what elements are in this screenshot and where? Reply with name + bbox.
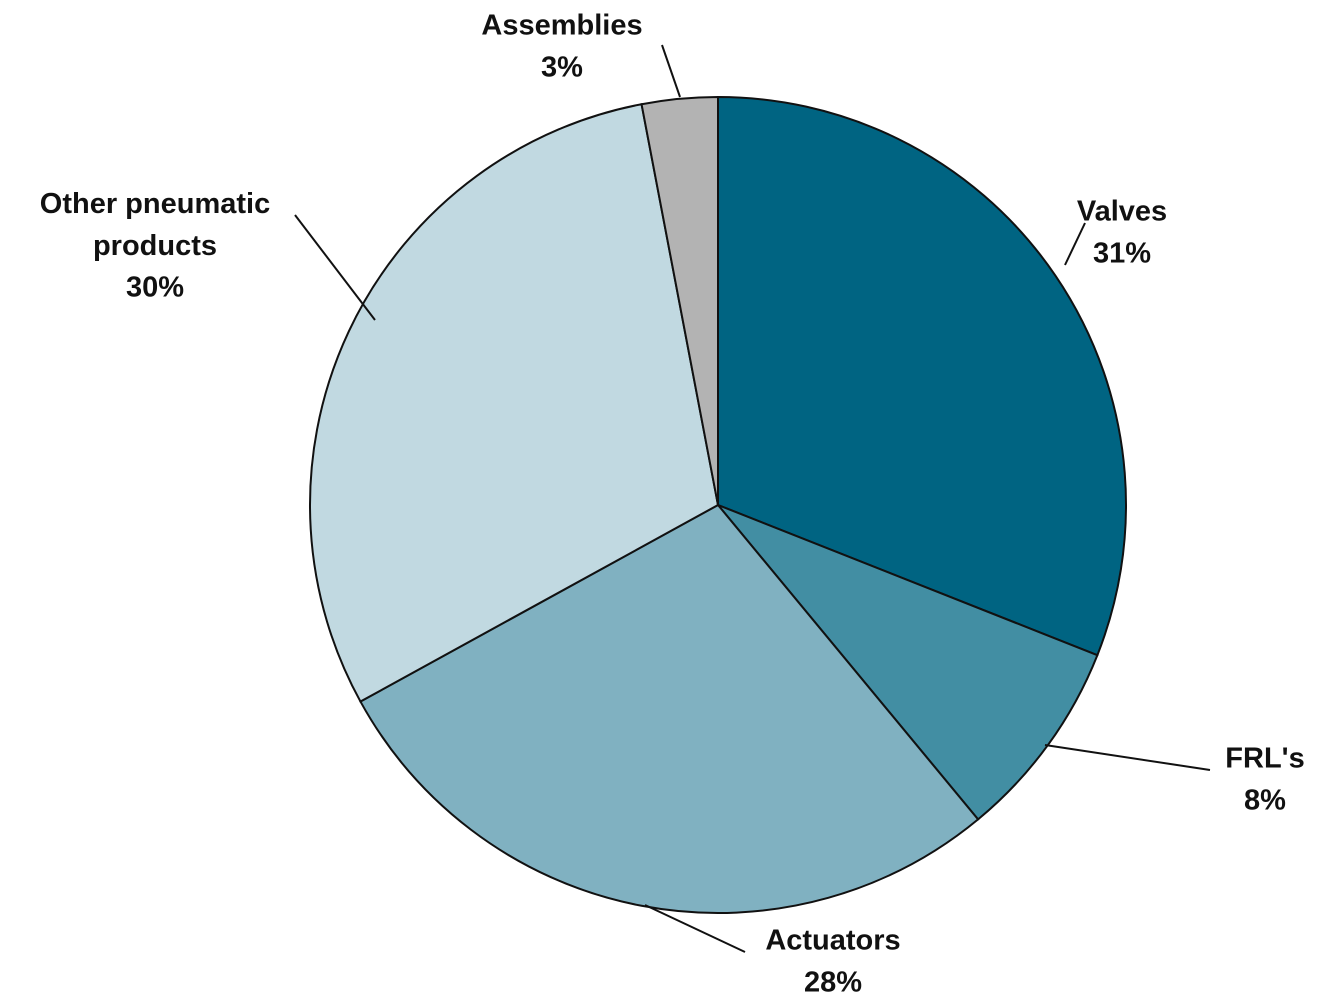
leader-line <box>1064 222 1086 266</box>
leader-line <box>294 214 376 321</box>
label-line: Other pneumatic <box>40 188 270 220</box>
leader-line <box>661 44 681 98</box>
slice-value-label: 28% <box>804 967 862 999</box>
pie-slice <box>717 95 1127 657</box>
slice-label: Actuators <box>765 925 900 957</box>
slice-value-label: 3% <box>541 52 583 84</box>
leader-line <box>1044 744 1211 771</box>
slice-value-label: 8% <box>1244 785 1286 817</box>
pie-slice <box>309 103 720 703</box>
label-line: products <box>93 230 217 262</box>
pie-slice <box>640 95 719 506</box>
leader-line <box>644 904 746 953</box>
slice-label: FRL's <box>1225 743 1304 775</box>
slice-value-label: 30% <box>126 272 184 304</box>
slice-label: Assemblies <box>481 10 642 42</box>
slice-label: Valves <box>1077 196 1167 228</box>
slice-value-label: 31% <box>1093 238 1151 270</box>
pie-slice <box>359 503 980 914</box>
slice-label: Other pneumatic products <box>40 188 270 262</box>
